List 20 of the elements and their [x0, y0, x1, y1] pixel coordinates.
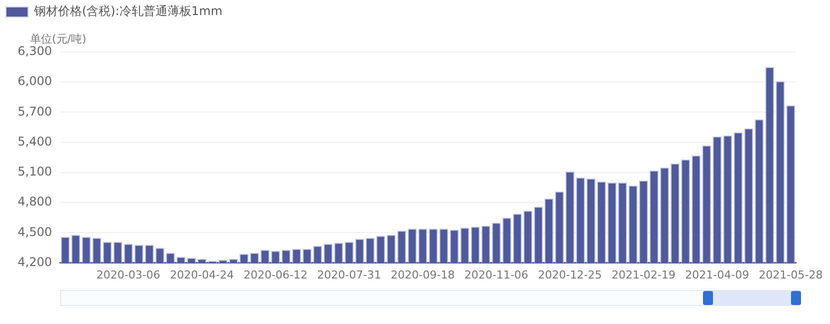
x-tick-label: 2020-07-31	[317, 268, 382, 282]
y-tick-label: 5,100	[18, 164, 52, 179]
y-axis-title: 单位(元/吨)	[30, 32, 86, 46]
legend-label: 钢材价格(含税):冷轧普通薄板1mm	[33, 4, 222, 18]
x-tick-label: 2020-04-24	[170, 268, 234, 282]
x-tick-label: 2020-03-06	[96, 268, 160, 282]
x-tick-label: 2020-12-25	[538, 268, 602, 282]
x-tick-label: 2020-09-18	[390, 268, 455, 282]
y-tick-label: 5,700	[18, 104, 52, 118]
y-tick-label: 4,500	[18, 224, 52, 239]
y-tick-label: 4,200	[18, 254, 52, 269]
y-tick-label: 5,400	[18, 134, 52, 148]
x-tick-label: 2020-11-06	[464, 268, 528, 282]
x-tick-label: 2020-06-12	[244, 268, 308, 282]
x-tick-label: 2021-04-09	[685, 268, 750, 282]
x-tick-label: 2021-02-19	[612, 268, 676, 282]
y-tick-label: 6,000	[18, 74, 52, 88]
x-tick-label: 2021-05-28	[758, 268, 823, 282]
y-tick-label: 6,300	[18, 44, 52, 58]
y-tick-label: 4,800	[18, 194, 52, 209]
